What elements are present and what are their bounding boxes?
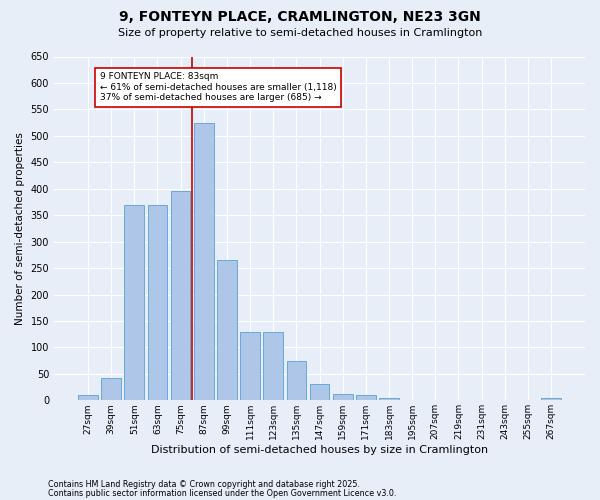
Bar	[263, 332, 283, 400]
Bar	[124, 204, 144, 400]
Bar	[148, 204, 167, 400]
Text: Contains HM Land Registry data © Crown copyright and database right 2025.: Contains HM Land Registry data © Crown c…	[48, 480, 360, 489]
Bar	[541, 398, 561, 400]
Text: 9, FONTEYN PLACE, CRAMLINGTON, NE23 3GN: 9, FONTEYN PLACE, CRAMLINGTON, NE23 3GN	[119, 10, 481, 24]
Bar	[379, 398, 399, 400]
X-axis label: Distribution of semi-detached houses by size in Cramlington: Distribution of semi-detached houses by …	[151, 445, 488, 455]
Text: 9 FONTEYN PLACE: 83sqm
← 61% of semi-detached houses are smaller (1,118)
37% of : 9 FONTEYN PLACE: 83sqm ← 61% of semi-det…	[100, 72, 337, 102]
Bar	[333, 394, 353, 400]
Bar	[101, 378, 121, 400]
Bar	[356, 395, 376, 400]
Bar	[171, 192, 190, 400]
Bar	[240, 332, 260, 400]
Y-axis label: Number of semi-detached properties: Number of semi-detached properties	[15, 132, 25, 325]
Bar	[194, 122, 214, 400]
Text: Size of property relative to semi-detached houses in Cramlington: Size of property relative to semi-detach…	[118, 28, 482, 38]
Text: Contains public sector information licensed under the Open Government Licence v3: Contains public sector information licen…	[48, 488, 397, 498]
Bar	[78, 395, 98, 400]
Bar	[217, 260, 237, 400]
Bar	[287, 360, 306, 401]
Bar	[310, 384, 329, 400]
